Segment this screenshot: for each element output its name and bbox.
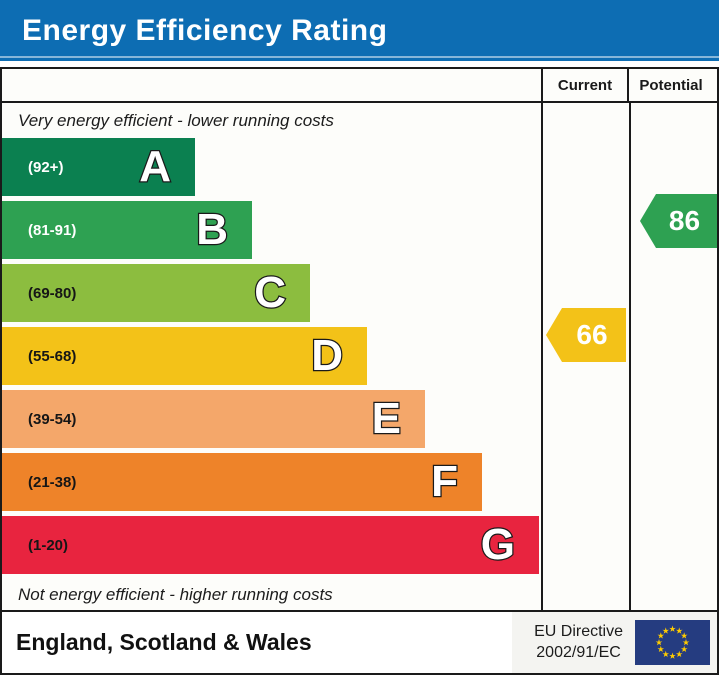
energy-rating-chart: Current Potential Very energy efficient … [0, 67, 719, 612]
footer-right-panel: EU Directive 2002/91/EC [512, 612, 717, 673]
bands-area: Very energy efficient - lower running co… [2, 103, 541, 610]
band-range-label: (69-80) [28, 284, 77, 302]
band-row-e: (39-54) E [2, 390, 541, 448]
eu-directive-label: EU Directive 2002/91/EC [534, 622, 623, 664]
column-header-current: Current [541, 69, 627, 101]
current-rating-arrow: 66 [546, 308, 626, 362]
band-letter: E [370, 393, 402, 445]
band-range-label: (81-91) [28, 221, 77, 239]
band-letter: F [430, 456, 459, 508]
band-range-label: (55-68) [28, 347, 77, 365]
band-row-d: (55-68) D [2, 327, 541, 385]
band-letter: G [480, 519, 517, 571]
band-bar-a: (92+) A [2, 138, 195, 196]
header-spacer [2, 69, 541, 101]
band-letter: B [195, 204, 229, 256]
title-bar: Energy Efficiency Rating [0, 0, 719, 61]
eu-flag-icon [635, 620, 710, 665]
potential-column: 86 [629, 103, 717, 610]
eu-directive-line2: 2002/91/EC [536, 643, 621, 661]
top-note: Very energy efficient - lower running co… [18, 110, 334, 130]
page-title: Energy Efficiency Rating [22, 13, 388, 47]
band-range-label: (92+) [28, 158, 64, 176]
current-column: 66 [541, 103, 629, 610]
band-bar-d: (55-68) D [2, 327, 367, 385]
column-header-potential: Potential [627, 69, 713, 101]
chart-body: Very energy efficient - lower running co… [2, 103, 717, 610]
band-letter: C [253, 267, 287, 319]
band-bar-g: (1-20) G [2, 516, 539, 574]
band-range-label: (39-54) [28, 410, 77, 428]
band-range-label: (21-38) [28, 473, 77, 491]
band-bar-b: (81-91) B [2, 201, 252, 259]
chart-header-row: Current Potential [2, 69, 717, 103]
potential-rating-arrow: 86 [640, 194, 717, 248]
band-letter: D [310, 330, 344, 382]
band-range-label: (1-20) [28, 536, 69, 554]
band-row-c: (69-80) C [2, 264, 541, 322]
potential-rating-value: 86 [668, 205, 701, 236]
bottom-note: Not energy efficient - higher running co… [18, 584, 333, 604]
band-bar-c: (69-80) C [2, 264, 310, 322]
current-rating-value: 66 [576, 319, 608, 350]
eu-directive-line1: EU Directive [534, 622, 623, 640]
rating-bands: (92+) A (81-91) B (69-80) C (55-68) D (39-54) E (2… [2, 138, 541, 574]
band-row-b: (81-91) B [2, 201, 541, 259]
footer: England, Scotland & Wales EU Directive 2… [0, 612, 719, 675]
band-letter: A [138, 141, 172, 193]
band-row-f: (21-38) F [2, 453, 541, 511]
band-row-a: (92+) A [2, 138, 541, 196]
band-row-g: (1-20) G [2, 516, 541, 574]
region-label: England, Scotland & Wales [16, 629, 312, 655]
band-bar-f: (21-38) F [2, 453, 482, 511]
band-bar-e: (39-54) E [2, 390, 425, 448]
